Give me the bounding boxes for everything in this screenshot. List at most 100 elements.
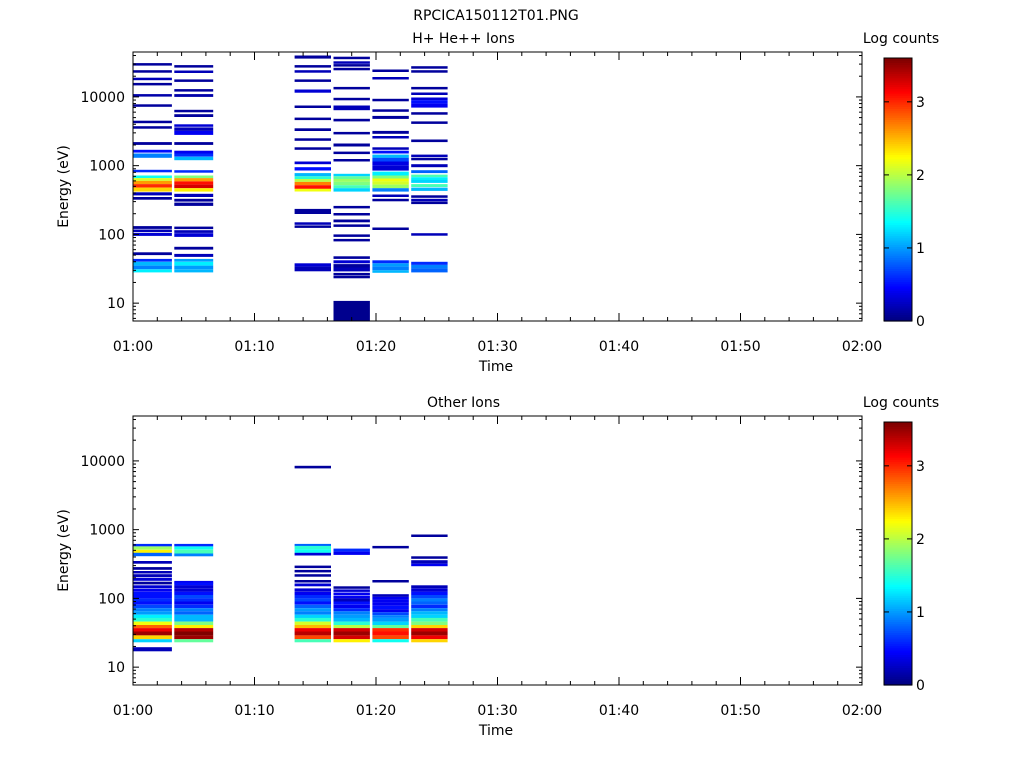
colorbar-segment: [884, 316, 912, 320]
colorbar-tick-label: 2: [916, 168, 925, 184]
heatmap-cell: [133, 82, 172, 86]
colorbar-segment: [884, 603, 912, 607]
colorbar-segment: [884, 667, 912, 671]
heatmap-cell: [411, 174, 448, 178]
colorbar-tick-label: 0: [916, 314, 925, 330]
colorbar-segment: [884, 167, 912, 171]
colorbar-segment: [884, 154, 912, 158]
heatmap-cell: [174, 631, 214, 636]
colorbar-segment: [884, 636, 912, 640]
x-tick-label: 01:40: [599, 339, 639, 355]
colorbar-segment: [884, 134, 912, 138]
heatmap-cell: [294, 635, 331, 640]
heatmap-cell: [333, 234, 370, 237]
colorbar-segment: [884, 621, 912, 625]
heatmap-cell: [294, 549, 331, 553]
colorbar-segment: [884, 88, 912, 92]
y-axis: 10 100 1000 10000 Energy (eV): [56, 419, 862, 683]
heatmap-cell: [174, 580, 214, 584]
heatmap-cell: [372, 227, 409, 230]
heatmap-cell: [174, 193, 214, 197]
colorbar-tick-label: 2: [916, 532, 925, 548]
heatmap-cell: [133, 169, 172, 173]
heatmap-cell: [294, 583, 331, 587]
heatmap-cell: [174, 202, 214, 206]
heatmap-cell: [333, 179, 370, 182]
colorbar-segment: [884, 566, 912, 570]
colorbar-segment: [884, 274, 912, 278]
colorbar-segment: [884, 158, 912, 162]
heatmap-cell: [372, 184, 409, 189]
heatmap-cell: [174, 553, 214, 557]
colorbar-segment: [884, 220, 912, 223]
heatmap-cell: [174, 258, 214, 262]
colorbar-segment: [884, 461, 912, 465]
x-axis-label: Time: [478, 723, 513, 739]
y-axis-label: Energy (eV): [56, 145, 72, 228]
heatmap-cell: [333, 67, 370, 71]
y-tick-label: 10000: [80, 454, 125, 470]
heatmap-cell: [333, 188, 370, 192]
heatmap-cell: [174, 89, 214, 92]
heatmap-cell: [133, 604, 172, 609]
x-tick-label: 01:20: [356, 703, 396, 719]
heatmap-cell: [333, 548, 370, 552]
x-axis: 01:00 01:10 01:20 01:30 01:40 01:50 02:00 Time: [113, 416, 882, 739]
colorbar-segment: [884, 264, 912, 267]
heatmap-cell: [133, 543, 172, 547]
heatmap-cell: [294, 631, 331, 636]
colorbar-segment: [884, 483, 912, 487]
colorbar-tick-label: 1: [916, 241, 925, 257]
x-tick-label: 01:50: [720, 339, 760, 355]
colorbar-segment: [884, 546, 912, 550]
heatmap-cell: [133, 77, 172, 81]
heatmap-cell: [411, 164, 448, 168]
heatmap-cell: [133, 571, 172, 574]
heatmap-cell: [372, 69, 409, 72]
heatmap-cell: [133, 577, 172, 581]
colorbar-segment: [884, 290, 912, 294]
colorbar-segment: [884, 266, 912, 269]
colorbar-segment: [884, 82, 912, 85]
heatmap-cell: [333, 300, 370, 311]
heatmap-cell: [411, 611, 448, 615]
colorbar-segment: [884, 97, 912, 101]
colorbar-segment: [884, 292, 912, 296]
heatmap-cell: [294, 211, 331, 214]
heatmap-cell: [411, 556, 448, 559]
colorbar-segment: [884, 314, 912, 318]
heatmap-cell: [411, 534, 448, 537]
heatmap-cell: [411, 86, 448, 90]
colorbar-segment: [884, 649, 912, 653]
colorbar-segment: [884, 656, 912, 660]
heatmap-cell: [294, 621, 331, 625]
heatmap-cell: [372, 628, 409, 632]
heatmap-cell: [294, 608, 331, 612]
heatmap-cell: [333, 551, 370, 555]
heatmap-cell: [333, 205, 370, 209]
heatmap-cell: [294, 614, 331, 618]
heatmap-cell: [294, 147, 331, 150]
colorbar-segment: [884, 141, 912, 145]
heatmap-cell: [333, 181, 370, 186]
heatmap-cell: [133, 258, 172, 262]
heatmap-cell: [372, 639, 409, 643]
x-tick-label: 01:30: [477, 703, 517, 719]
colorbar-segment: [884, 435, 912, 438]
colorbar-segment: [884, 584, 912, 587]
heatmap-cell: [411, 187, 448, 191]
heatmap-cell: [333, 264, 370, 268]
colorbar-segment: [884, 161, 912, 164]
colorbar-segment: [884, 575, 912, 579]
heatmap-cell: [133, 104, 172, 107]
colorbar-segment: [884, 614, 912, 618]
heatmap-cell: [133, 197, 172, 200]
heatmap-cell: [411, 139, 448, 143]
heatmap-cell: [333, 601, 370, 605]
heatmap-cell: [333, 267, 370, 272]
heatmap-cell: [294, 543, 331, 547]
heatmap-cell: [411, 621, 448, 625]
colorbar-segment: [884, 101, 912, 105]
heatmap-cell: [133, 598, 172, 602]
